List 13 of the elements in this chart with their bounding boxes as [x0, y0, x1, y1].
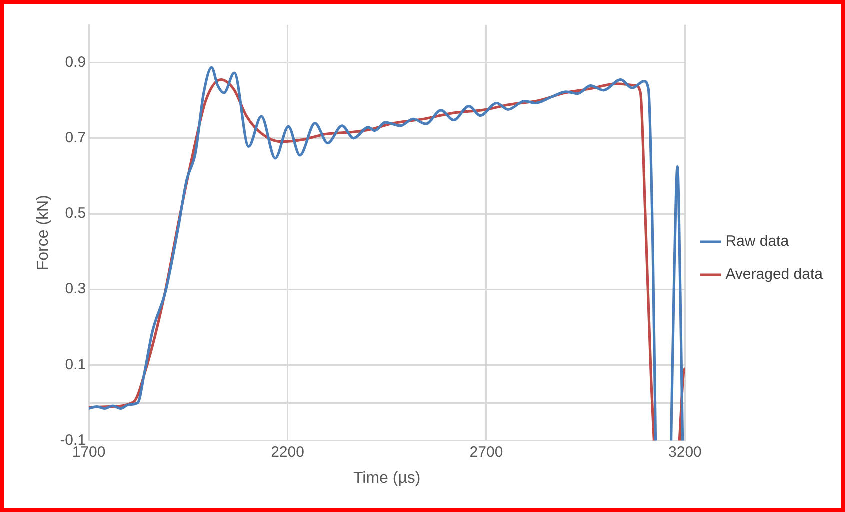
- y-tick-label: 0.7: [65, 130, 86, 147]
- x-tick-label: 1700: [72, 444, 106, 461]
- x-axis-title: Time (µs): [353, 470, 421, 487]
- legend-label: Raw data: [726, 233, 790, 250]
- y-tick-label: 0.5: [65, 205, 86, 222]
- x-tick-label: 2200: [271, 444, 304, 461]
- y-axis-title: Force (kN): [35, 195, 52, 271]
- y-tick-label: 0.9: [65, 54, 86, 71]
- x-tick-label: 2700: [470, 444, 504, 461]
- legend-label: Averaged data: [726, 266, 824, 284]
- y-tick-label: 0.1: [65, 356, 86, 374]
- x-tick-label: 3200: [668, 444, 702, 461]
- y-tick-label: 0.3: [65, 280, 86, 298]
